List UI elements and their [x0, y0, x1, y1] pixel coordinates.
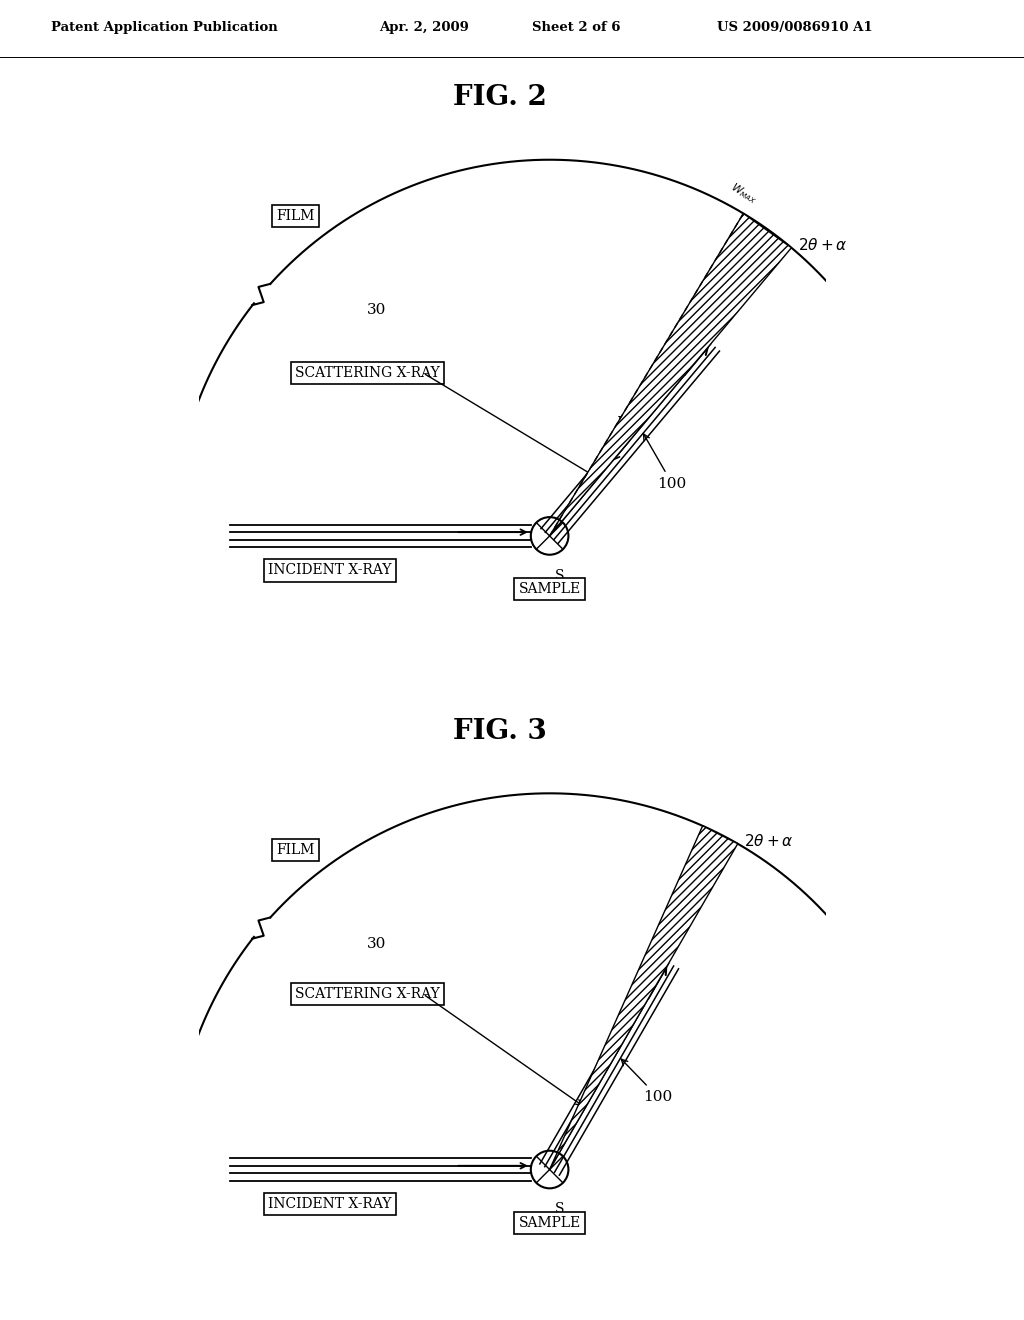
Text: Apr. 2, 2009: Apr. 2, 2009	[379, 21, 469, 34]
Text: SAMPLE: SAMPLE	[518, 582, 581, 597]
Text: 30: 30	[367, 304, 386, 317]
Text: $2\theta+\alpha$: $2\theta+\alpha$	[798, 236, 847, 252]
Polygon shape	[550, 214, 792, 536]
Text: Sheet 2 of 6: Sheet 2 of 6	[532, 21, 621, 34]
Text: S: S	[555, 1203, 564, 1216]
Text: 100: 100	[643, 434, 687, 491]
Text: $2\theta+\alpha$: $2\theta+\alpha$	[744, 833, 794, 849]
Text: SAMPLE: SAMPLE	[518, 1216, 581, 1230]
Text: SCATTERING X-RAY: SCATTERING X-RAY	[295, 987, 440, 1001]
Text: FIG. 3: FIG. 3	[453, 718, 547, 744]
Text: INCIDENT X-RAY: INCIDENT X-RAY	[268, 1197, 392, 1210]
Text: Patent Application Publication: Patent Application Publication	[51, 21, 278, 34]
Text: $W_{MAX}$: $W_{MAX}$	[728, 181, 760, 207]
Text: US 2009/0086910 A1: US 2009/0086910 A1	[717, 21, 872, 34]
Text: FIG. 2: FIG. 2	[453, 84, 547, 111]
Text: FILM: FILM	[276, 209, 314, 223]
Text: 30: 30	[367, 937, 386, 950]
Text: FILM: FILM	[276, 842, 314, 857]
Text: W: W	[618, 416, 633, 430]
Polygon shape	[550, 826, 737, 1170]
Text: 100: 100	[622, 1059, 673, 1104]
Text: SCATTERING X-RAY: SCATTERING X-RAY	[295, 366, 440, 380]
Text: S: S	[555, 569, 564, 582]
Text: INCIDENT X-RAY: INCIDENT X-RAY	[268, 564, 392, 577]
